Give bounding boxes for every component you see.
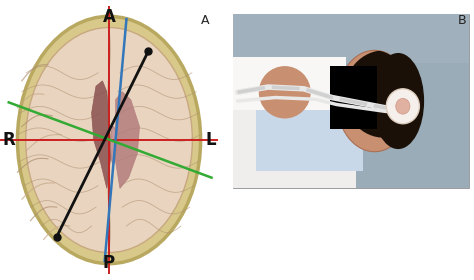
Ellipse shape xyxy=(372,53,424,149)
Bar xyxy=(256,75,363,171)
Ellipse shape xyxy=(26,27,192,253)
Ellipse shape xyxy=(259,66,311,118)
Polygon shape xyxy=(91,81,111,188)
Text: L: L xyxy=(205,131,216,149)
Bar xyxy=(233,57,346,110)
Text: B: B xyxy=(458,14,466,27)
Ellipse shape xyxy=(386,89,419,124)
Bar xyxy=(233,66,356,188)
Bar xyxy=(233,14,469,188)
Ellipse shape xyxy=(344,50,424,138)
Text: A: A xyxy=(102,8,116,26)
Ellipse shape xyxy=(396,98,410,114)
Ellipse shape xyxy=(110,127,116,164)
Ellipse shape xyxy=(337,50,412,152)
Ellipse shape xyxy=(18,16,201,264)
Bar xyxy=(329,66,377,129)
Text: R: R xyxy=(2,131,15,149)
Text: A: A xyxy=(201,14,209,27)
Polygon shape xyxy=(116,92,139,188)
Text: P: P xyxy=(103,254,115,272)
Bar xyxy=(233,14,469,63)
